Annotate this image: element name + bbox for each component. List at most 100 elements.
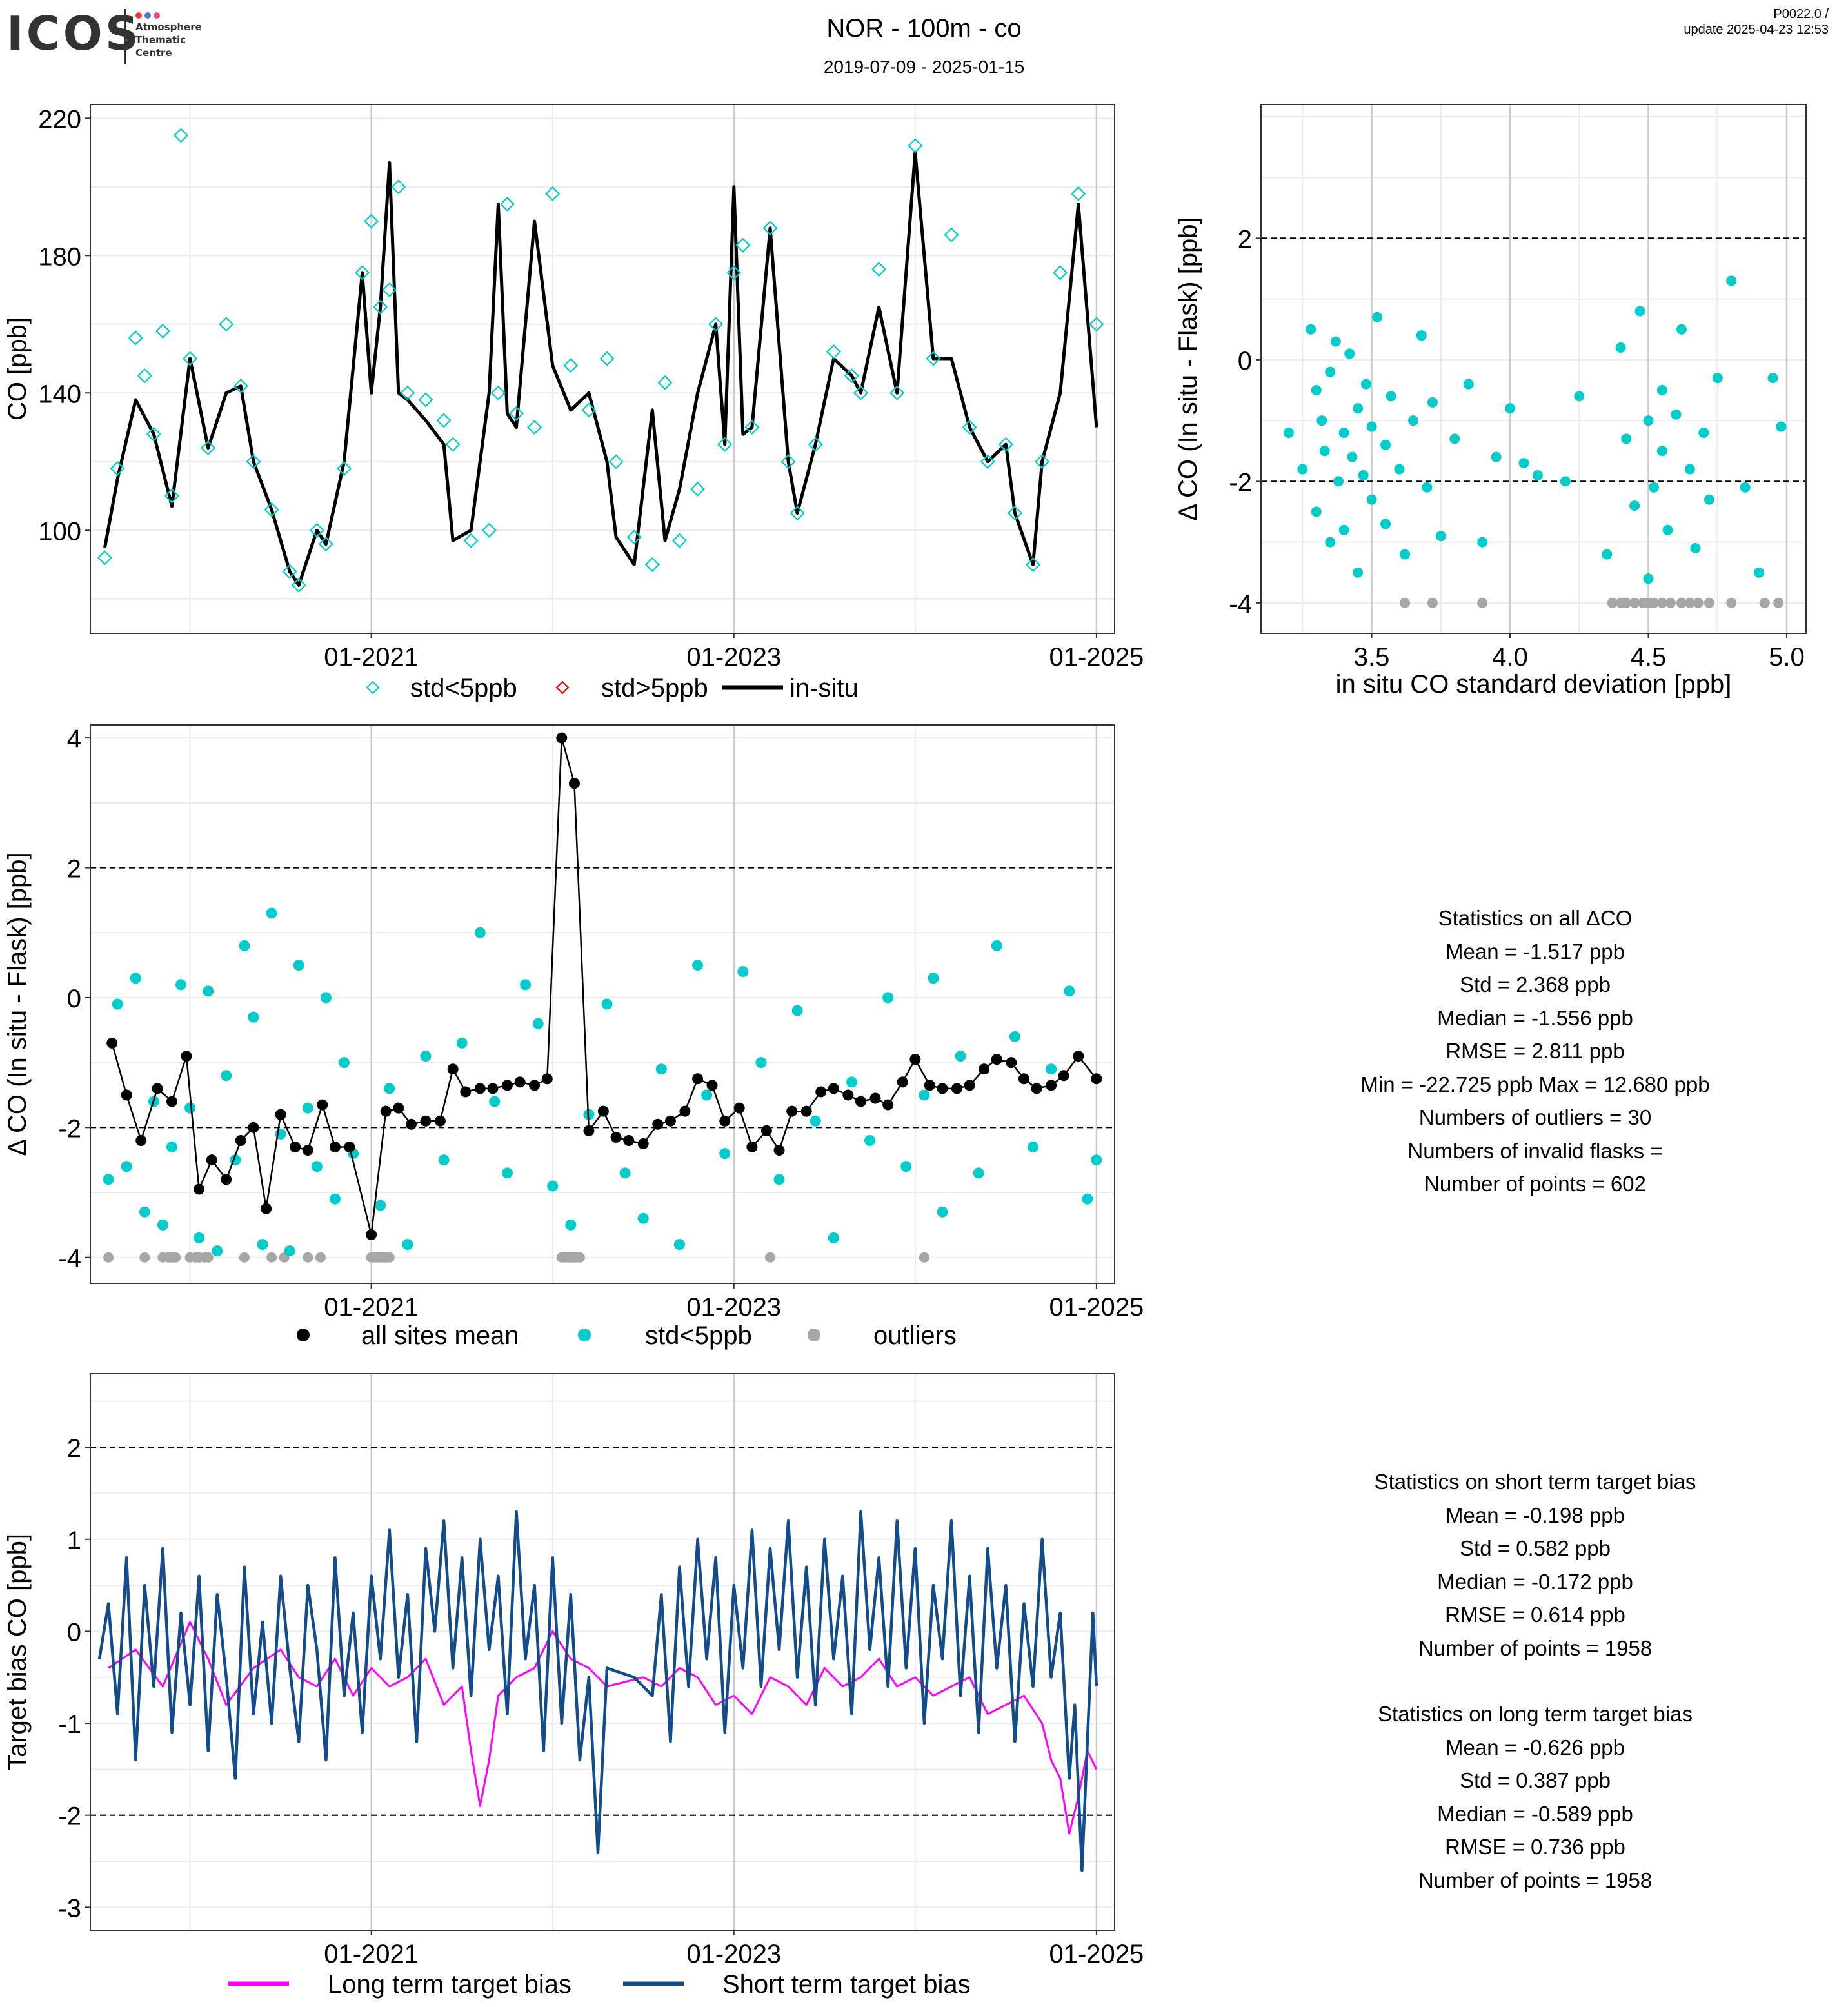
delta_timeseries-ytick-label: -4: [58, 1245, 81, 1273]
all-sites-mean-point: [924, 1080, 935, 1091]
all-sites-mean-point: [235, 1134, 246, 1146]
std-lt-5ppb-point: [1407, 415, 1418, 426]
std-lt-5ppb-marker: [445, 437, 461, 452]
std-lt-5ppb-point: [1311, 384, 1322, 395]
all-sites-mean-point: [434, 1115, 446, 1127]
std-lt-5ppb-point: [1477, 537, 1488, 548]
std-lt-5ppb-point: [991, 940, 1002, 951]
std-lt-5ppb-marker: [146, 426, 161, 442]
target_bias-plot-area: [90, 1374, 1115, 1930]
delta_timeseries-ytick-label: 2: [67, 855, 81, 884]
std-lt-5ppb-point: [532, 1018, 544, 1029]
outlier-point: [1607, 597, 1618, 608]
std-lt-5ppb-point: [719, 1148, 731, 1160]
all-sites-mean-point: [501, 1080, 513, 1091]
icos-logo: ICOS: [6, 6, 141, 61]
std-lt-5ppb-point: [1338, 524, 1349, 535]
std-lt-5ppb-marker: [581, 402, 597, 418]
all-sites-mean-point: [597, 1105, 609, 1117]
all-sites-mean-point: [221, 1174, 232, 1185]
all-sites-mean-point: [1006, 1057, 1017, 1069]
stats-long-mean: Mean = -0.626 ppb: [1446, 1735, 1625, 1759]
all-sites-mean-point: [855, 1096, 867, 1107]
std-lt-5ppb-point: [239, 940, 250, 951]
std-lt-5ppb-point: [1767, 373, 1778, 384]
std-lt-5ppb-marker: [671, 533, 688, 548]
all-sites-mean-point: [869, 1092, 881, 1104]
co_timeseries-ytick-label: 100: [38, 517, 81, 546]
legend-std-lt-5ppb-label: std<5ppb: [410, 674, 517, 702]
legend-std-lt-5ppb-marker: [578, 1329, 591, 1341]
std-lt-5ppb-point: [1629, 500, 1640, 511]
std-lt-5ppb-point: [1380, 439, 1391, 450]
legend-all-sites-mean-marker: [297, 1329, 310, 1341]
all-sites-mean-point: [106, 1037, 118, 1049]
std-lt-5ppb-point: [1311, 506, 1322, 517]
all-sites-mean-point: [692, 1073, 704, 1085]
std-lt-5ppb-point: [1064, 985, 1075, 997]
co_timeseries-ylabel: CO [ppb]: [3, 317, 32, 420]
stats-long-points: Number of points = 1958: [1418, 1868, 1653, 1892]
outlier-point: [139, 1252, 150, 1263]
logo-dot-blue-icon: [144, 12, 151, 19]
page-header: ICOS Atmosphere Thematic Centre NOR - 10…: [0, 0, 1848, 90]
std-lt-5ppb-marker: [1053, 265, 1068, 281]
target_bias-ytick-label: 0: [67, 1618, 81, 1646]
logo-subtitle-line-1: Atmosphere: [135, 21, 202, 33]
delta_vs_std-ytick-label: 0: [1238, 347, 1252, 375]
stats-delta: Statistics on all ΔCO Mean = -1.517 ppb …: [1277, 902, 1793, 1201]
std-lt-5ppb-point: [1491, 451, 1502, 462]
stats-long-rmse: RMSE = 0.736 ppb: [1445, 1835, 1625, 1859]
co_timeseries-ytick-label: 140: [38, 380, 81, 408]
std-lt-5ppb-point: [1776, 421, 1787, 432]
short-term-target-bias-line: [97, 1510, 1098, 1872]
logo-subtitle-line-2: Thematic: [135, 34, 186, 46]
std-lt-5ppb-point: [1380, 519, 1391, 529]
all-sites-mean-point: [317, 1099, 328, 1111]
std-lt-5ppb-point: [248, 1011, 259, 1023]
std-lt-5ppb-point: [1662, 524, 1673, 535]
stats-delta-median: Median = -1.556 ppb: [1437, 1005, 1633, 1030]
co_timeseries-xtick-label: 01-2023: [686, 643, 781, 671]
version-label: P0022.0 /: [1773, 7, 1829, 21]
all-sites-mean-point: [529, 1080, 541, 1091]
all-sites-mean-point: [964, 1080, 975, 1091]
std-lt-5ppb-point: [1358, 470, 1369, 480]
std-lt-5ppb-marker: [608, 454, 624, 470]
std-lt-5ppb-point: [1602, 549, 1613, 560]
std-lt-5ppb-point: [1353, 567, 1364, 578]
std-lt-5ppb-point: [1740, 482, 1751, 493]
std-lt-5ppb-marker: [355, 265, 370, 281]
target_bias-ylabel: Target bias CO [ppb]: [3, 1534, 32, 1770]
update-label: update 2025-04-23 12:53: [1684, 23, 1829, 37]
legend-long-term-label: Long term target bias: [328, 1970, 571, 1999]
std-lt-5ppb-point: [1754, 567, 1765, 578]
std-lt-5ppb-point: [900, 1161, 912, 1172]
delta_vs_std-xtick-label: 4.0: [1492, 643, 1528, 671]
logo-dot-red-icon: [135, 12, 142, 19]
std-lt-5ppb-point: [1560, 476, 1571, 487]
std-lt-5ppb-point: [547, 1180, 559, 1192]
std-lt-5ppb-point: [1394, 464, 1405, 475]
std-lt-5ppb-point: [1400, 549, 1411, 560]
all-sites-mean-point: [366, 1229, 377, 1240]
stats-delta-std: Std = 2.368 ppb: [1460, 973, 1611, 996]
std-lt-5ppb-point: [637, 1212, 649, 1224]
std-lt-5ppb-point: [928, 973, 939, 984]
std-lt-5ppb-point: [1505, 403, 1516, 414]
all-sites-mean-point: [583, 1125, 595, 1136]
std-lt-5ppb-point: [1726, 275, 1737, 286]
std-lt-5ppb-marker: [998, 437, 1013, 452]
std-lt-5ppb-point: [1427, 397, 1438, 408]
std-lt-5ppb-point: [737, 966, 749, 978]
std-lt-5ppb-marker: [282, 564, 297, 579]
std-lt-5ppb-point: [520, 979, 532, 991]
stats-delta-rmse: RMSE = 2.811 ppb: [1446, 1039, 1625, 1063]
std-lt-5ppb-point: [438, 1154, 450, 1166]
all-sites-mean-point: [1046, 1080, 1057, 1091]
target_bias-ytick-label: -2: [58, 1803, 81, 1831]
all-sites-mean-point: [623, 1134, 635, 1146]
std-lt-5ppb-point: [121, 1161, 132, 1172]
outlier-point: [1704, 597, 1714, 608]
std-lt-5ppb-point: [1338, 427, 1349, 438]
